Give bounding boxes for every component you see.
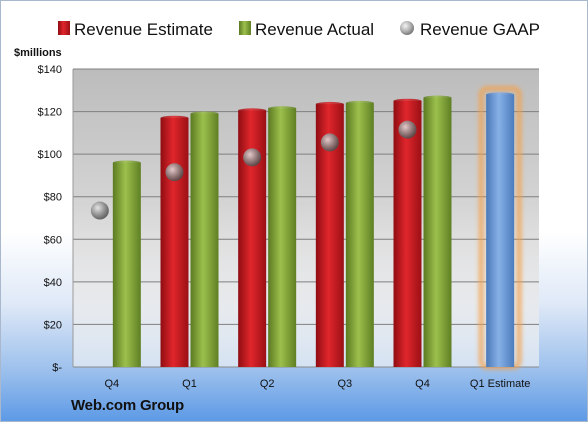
company-name: Web.com Group	[71, 397, 184, 414]
bar-revenue-actual	[345, 103, 374, 368]
y-unit-label: $millions	[14, 47, 62, 59]
bar-revenue-estimate-cap	[315, 101, 344, 107]
bar-revenue-actual-cap	[423, 95, 452, 100]
legend-label-estimate: Revenue Estimate	[74, 20, 213, 39]
bar-q1-estimate	[486, 94, 515, 368]
bar-revenue-actual	[112, 162, 141, 367]
x-tick-label: Q2	[260, 378, 275, 390]
bar-revenue-actual	[423, 97, 452, 367]
legend-label-actual: Revenue Actual	[255, 20, 374, 39]
legend-label-gaap: Revenue GAAP	[420, 20, 540, 39]
bar-revenue-estimate-cap	[393, 98, 422, 104]
bar-revenue-actual	[190, 113, 219, 367]
legend-swatch-actual	[239, 21, 251, 35]
legend-item-revenue-estimate: Revenue Estimate	[58, 20, 213, 39]
marker-revenue-gaap	[90, 201, 109, 220]
gridlines	[73, 68, 539, 368]
legend-item-revenue-gaap: Revenue GAAP	[400, 20, 540, 39]
bar-revenue-actual-cap	[112, 160, 141, 165]
plot-area	[73, 69, 539, 367]
x-tick-label: Q1 Estimate	[470, 378, 531, 390]
y-tick-label: $40	[44, 277, 62, 289]
x-tick-label: Q1	[182, 378, 197, 390]
y-tick-label: $120	[38, 107, 62, 119]
y-tick-label: $100	[38, 149, 62, 161]
y-tick-label: $20	[44, 319, 62, 331]
bar-revenue-estimate	[393, 100, 422, 367]
x-tick-label: Q4	[415, 378, 430, 390]
bars	[112, 86, 522, 370]
x-tick-label: Q4	[104, 378, 119, 390]
bar-revenue-actual	[268, 108, 297, 367]
bar-revenue-actual-cap	[268, 106, 297, 111]
y-tick-label: $80	[44, 192, 62, 204]
x-axis-labels: Q4 Q1 Q2 Q3 Q4 Q1 Estimate	[104, 378, 530, 390]
y-axis: $- $20 $40 $60 $80 $100 $120 $140	[38, 64, 74, 374]
bar-revenue-actual-cap	[345, 100, 374, 106]
marker-revenue-gaap	[320, 133, 339, 152]
marker-revenue-gaap	[165, 163, 184, 182]
marker-revenue-gaap	[398, 120, 417, 139]
y-tick-label: $-	[52, 362, 62, 374]
y-tick-label: $60	[44, 234, 62, 246]
legend-swatch-gaap	[400, 21, 414, 35]
bar-revenue-estimate	[160, 117, 189, 367]
bar-q1-estimate-cap	[486, 92, 515, 97]
marker-revenue-gaap	[243, 148, 262, 167]
bar-revenue-actual-cap	[190, 111, 219, 116]
gaap-markers	[90, 120, 417, 220]
legend: Revenue Estimate Revenue Actual Revenue …	[58, 20, 540, 39]
bar-revenue-estimate-cap	[238, 108, 267, 113]
legend-swatch-estimate	[58, 21, 70, 35]
legend-item-revenue-actual: Revenue Actual	[239, 20, 374, 39]
bar-revenue-estimate-cap	[160, 115, 189, 121]
y-tick-label: $140	[38, 64, 62, 76]
x-tick-label: Q3	[337, 378, 352, 390]
